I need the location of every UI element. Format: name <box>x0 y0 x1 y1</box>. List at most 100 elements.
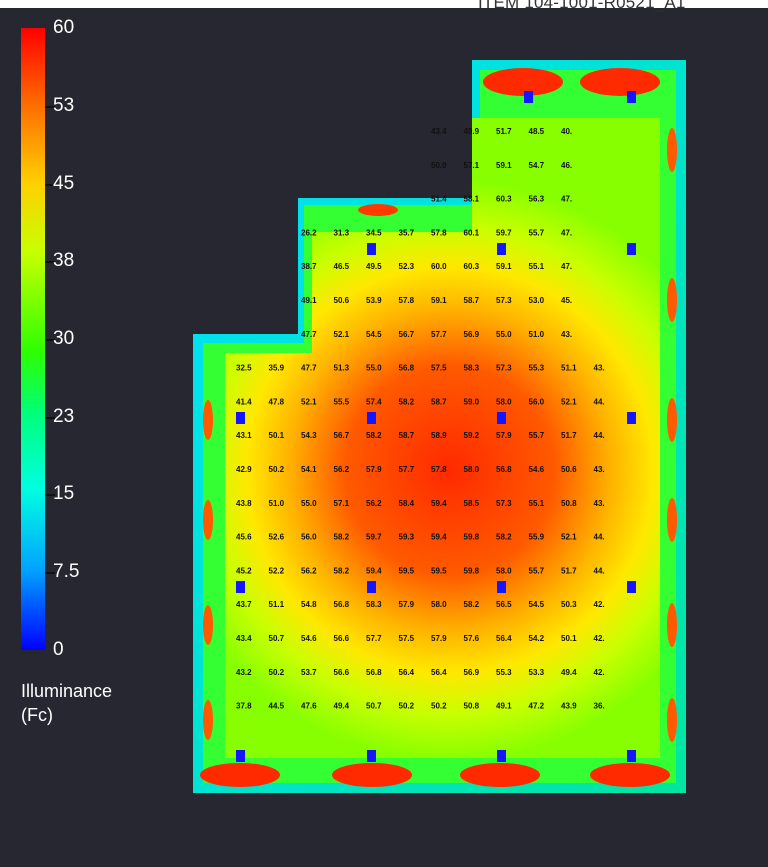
wall-hotspot <box>460 763 540 787</box>
illuminance-value: 58.1 <box>464 195 480 204</box>
colorbar-tick <box>45 417 55 419</box>
illuminance-value: 31.3 <box>334 228 350 237</box>
wall-hotspot <box>203 700 213 740</box>
illuminance-value: 50.6 <box>334 296 350 305</box>
illuminance-value: 54.6 <box>301 634 317 643</box>
illuminance-value: 55.0 <box>496 330 512 339</box>
illuminance-value: 43. <box>594 465 605 474</box>
illuminance-value: 60.1 <box>464 228 480 237</box>
illuminance-value: 52.1 <box>301 397 317 406</box>
illuminance-value: 44. <box>594 566 605 575</box>
colorbar-tick <box>45 106 55 108</box>
legend-title: Illuminance <box>21 681 113 701</box>
illuminance-value: 50.1 <box>561 634 577 643</box>
illuminance-value: 59.8 <box>464 566 480 575</box>
illuminance-value: 56.9 <box>464 330 480 339</box>
wall-hotspot <box>483 68 563 96</box>
illuminance-value: 55.1 <box>529 262 545 271</box>
illuminance-value: 55.9 <box>529 533 545 542</box>
legend-unit: (Fc) <box>21 705 53 725</box>
illuminance-value: 50.2 <box>269 465 285 474</box>
illuminance-value: 47.7 <box>301 364 317 373</box>
illuminance-value: 57.4 <box>366 397 382 406</box>
illuminance-value: 58.7 <box>464 296 480 305</box>
illuminance-value: 58.2 <box>496 533 512 542</box>
illuminance-value: 43.7 <box>236 600 252 609</box>
illuminance-value: 58.9 <box>431 431 447 440</box>
illuminance-value: 43.9 <box>561 702 577 711</box>
illuminance-value: 56.4 <box>399 668 415 677</box>
illuminance-value: 51.0 <box>529 330 545 339</box>
illuminance-value: 44. <box>594 431 605 440</box>
wall-hotspot <box>200 763 280 787</box>
luminaire-icon <box>367 412 376 424</box>
illuminance-value: 58.2 <box>334 566 350 575</box>
wall-hotspot <box>667 498 677 542</box>
illuminance-value: 34.5 <box>366 228 382 237</box>
illuminance-value: 43. <box>594 364 605 373</box>
illuminance-value: 58.0 <box>496 566 512 575</box>
illuminance-value: 58.2 <box>334 533 350 542</box>
wall-hotspot <box>667 278 677 322</box>
illuminance-value: 49.4 <box>561 668 577 677</box>
illuminance-value: 56.8 <box>496 465 512 474</box>
illuminance-value: 32.5 <box>236 364 252 373</box>
colorbar-tick-label: 0 <box>53 639 64 660</box>
illuminance-value: 59.7 <box>496 228 512 237</box>
illuminance-value: 44. <box>594 533 605 542</box>
illuminance-value: 54.5 <box>529 600 545 609</box>
illuminance-value: 59.2 <box>464 431 480 440</box>
illuminance-value: 45.6 <box>236 533 252 542</box>
illuminance-value: 55.7 <box>529 566 545 575</box>
illuminance-value: 53.0 <box>529 296 545 305</box>
illuminance-value: 58.0 <box>431 600 447 609</box>
luminaire-icon <box>497 243 506 255</box>
illuminance-value: 50.1 <box>269 431 285 440</box>
illuminance-value: 49.9 <box>464 127 480 136</box>
illuminance-value: 59.1 <box>496 161 512 170</box>
illuminance-value: 60.3 <box>464 262 480 271</box>
illuminance-value: 26.2 <box>301 228 317 237</box>
luminaire-icon <box>236 581 245 593</box>
illuminance-value: 57.7 <box>431 330 447 339</box>
illuminance-value: 56.4 <box>496 634 512 643</box>
wall-hotspot <box>667 128 677 172</box>
illuminance-value: 49.1 <box>496 702 512 711</box>
illuminance-value: 50.2 <box>269 668 285 677</box>
illuminance-value: 54.6 <box>529 465 545 474</box>
luminaire-icon <box>497 581 506 593</box>
illuminance-value: 58.0 <box>496 397 512 406</box>
illuminance-value: 51.7 <box>561 431 577 440</box>
illuminance-value: 56.0 <box>301 533 317 542</box>
luminaire-icon <box>627 750 636 762</box>
illuminance-value: 58.2 <box>464 600 480 609</box>
illuminance-value: 40. <box>561 127 572 136</box>
wall-hotspot <box>332 763 412 787</box>
illuminance-value: 47.2 <box>529 702 545 711</box>
illuminance-value: 57.3 <box>496 499 512 508</box>
illuminance-value: 47. <box>561 228 572 237</box>
illuminance-value: 43. <box>561 330 572 339</box>
colorbar-tick-label: 23 <box>53 406 75 427</box>
illuminance-value: 52.2 <box>269 566 285 575</box>
illuminance-value: 58.7 <box>399 431 415 440</box>
illuminance-value: 57.7 <box>399 465 415 474</box>
illuminance-value: 57.8 <box>431 228 447 237</box>
illuminance-value: 37.8 <box>236 702 252 711</box>
illuminance-value: 52.3 <box>399 262 415 271</box>
illuminance-value: 55.0 <box>366 364 382 373</box>
illuminance-value: 57.5 <box>399 634 415 643</box>
colorbar-tick-label: 45 <box>53 173 75 194</box>
illuminance-value: 56.6 <box>334 668 350 677</box>
luminaire-icon <box>367 581 376 593</box>
luminaire-icon <box>236 412 245 424</box>
colorbar-tick-label: 60 <box>53 17 75 38</box>
illuminance-value: 53.7 <box>301 668 317 677</box>
illuminance-value: 50.7 <box>269 634 285 643</box>
illuminance-value: 52.1 <box>334 330 350 339</box>
illuminance-value: 50.3 <box>561 600 577 609</box>
illuminance-value: 56.3 <box>529 195 545 204</box>
illuminance-value: 60.3 <box>496 195 512 204</box>
illuminance-value: 59.4 <box>431 533 447 542</box>
illuminance-value: 58.7 <box>431 397 447 406</box>
